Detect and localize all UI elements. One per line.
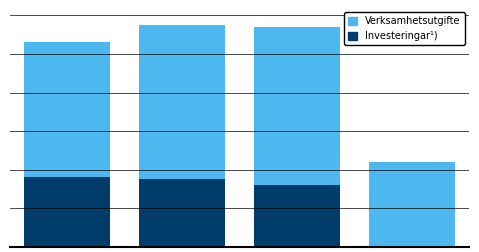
Bar [24,177,110,247]
Bar [24,42,110,177]
Bar [139,25,225,179]
Bar [369,162,455,247]
Bar [254,185,340,247]
Legend: Verksamhetsutgifte, Investeringar¹): Verksamhetsutgifte, Investeringar¹) [344,12,465,45]
Bar [139,179,225,247]
Bar [254,27,340,185]
